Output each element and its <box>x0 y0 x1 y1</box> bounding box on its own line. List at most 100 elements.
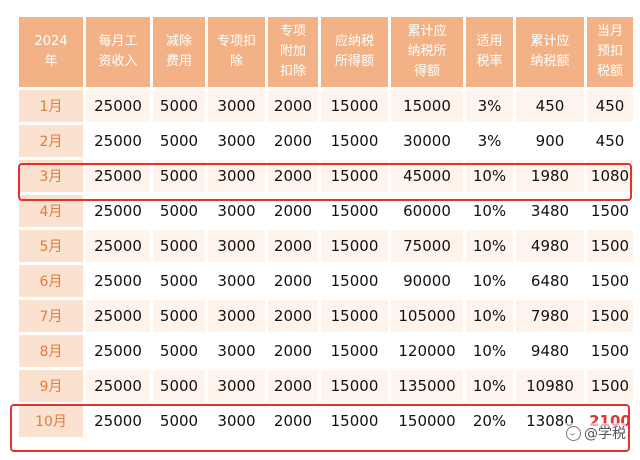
cell-month: 3月 <box>19 160 83 192</box>
cell-basic-deduction: 5000 <box>153 160 205 192</box>
cell-cumulative-tax: 900 <box>516 125 584 157</box>
cell-monthly-income: 25000 <box>86 195 150 227</box>
cell-monthly-withholding: 1500 <box>587 300 633 332</box>
cell-month: 8月 <box>19 335 83 367</box>
cell-month: 6月 <box>19 265 83 297</box>
header-cumulative-taxable: 累计应 纳税所 得额 <box>391 17 463 87</box>
header-year: 2024 年 <box>19 17 83 87</box>
cell-additional-deduction: 2000 <box>268 125 318 157</box>
cell-taxable-income: 15000 <box>321 370 388 402</box>
table-row: 7月 25000 5000 3000 2000 15000 105000 10% 7980 150… <box>19 300 633 332</box>
watermark-text: @学税 <box>584 426 626 442</box>
cell-special-deduction: 3000 <box>208 335 265 367</box>
cell-tax-rate: 3% <box>466 90 513 122</box>
cell-special-deduction: 3000 <box>208 370 265 402</box>
cell-cumulative-tax: 13080 <box>516 405 584 437</box>
cell-basic-deduction: 5000 <box>153 405 205 437</box>
cell-taxable-income: 15000 <box>321 300 388 332</box>
cell-cumulative-tax: 10980 <box>516 370 584 402</box>
cell-cumulative-taxable: 150000 <box>391 405 463 437</box>
chat-bubble-icon <box>566 425 581 441</box>
cell-monthly-withholding: 1500 <box>587 335 633 367</box>
cell-tax-rate: 3% <box>466 125 513 157</box>
cell-taxable-income: 15000 <box>321 405 388 437</box>
tax-table: 2024 年 每月工 资收入 减除 费用 专项扣 除 专项 附加 扣除 应纳税 … <box>16 14 636 440</box>
cell-additional-deduction: 2000 <box>268 195 318 227</box>
table-row: 3月 25000 5000 3000 2000 15000 45000 10% 1980 1080 <box>19 160 633 192</box>
cell-tax-rate: 10% <box>466 300 513 332</box>
cell-monthly-withholding: 1500 <box>587 370 633 402</box>
cell-monthly-income: 25000 <box>86 335 150 367</box>
cell-tax-rate: 10% <box>466 335 513 367</box>
cell-tax-rate: 10% <box>466 195 513 227</box>
cell-basic-deduction: 5000 <box>153 300 205 332</box>
table-row: 8月 25000 5000 3000 2000 15000 120000 10% 9480 150… <box>19 335 633 367</box>
cell-monthly-income: 25000 <box>86 405 150 437</box>
cell-taxable-income: 15000 <box>321 160 388 192</box>
cell-additional-deduction: 2000 <box>268 335 318 367</box>
cell-cumulative-tax: 4980 <box>516 230 584 262</box>
tax-table-container: 2024 年 每月工 资收入 减除 费用 专项扣 除 专项 附加 扣除 应纳税 … <box>16 14 633 440</box>
cell-month: 1月 <box>19 90 83 122</box>
cell-month: 4月 <box>19 195 83 227</box>
cell-taxable-income: 15000 <box>321 90 388 122</box>
cell-special-deduction: 3000 <box>208 405 265 437</box>
cell-taxable-income: 15000 <box>321 230 388 262</box>
cell-monthly-withholding: 1500 <box>587 230 633 262</box>
cell-additional-deduction: 2000 <box>268 160 318 192</box>
cell-cumulative-taxable: 120000 <box>391 335 463 367</box>
cell-monthly-income: 25000 <box>86 300 150 332</box>
cell-special-deduction: 3000 <box>208 265 265 297</box>
cell-cumulative-taxable: 15000 <box>391 90 463 122</box>
cell-special-deduction: 3000 <box>208 125 265 157</box>
cell-cumulative-taxable: 135000 <box>391 370 463 402</box>
cell-cumulative-taxable: 60000 <box>391 195 463 227</box>
cell-additional-deduction: 2000 <box>268 230 318 262</box>
table-row: 10月 25000 5000 3000 2000 15000 150000 20% 13080 2… <box>19 405 633 437</box>
cell-basic-deduction: 5000 <box>153 125 205 157</box>
table-row: 1月 25000 5000 3000 2000 15000 15000 3% 450 450 <box>19 90 633 122</box>
header-monthly-income: 每月工 资收入 <box>86 17 150 87</box>
cell-monthly-withholding: 1500 <box>587 265 633 297</box>
cell-additional-deduction: 2000 <box>268 300 318 332</box>
table-row: 9月 25000 5000 3000 2000 15000 135000 10% 10980 15… <box>19 370 633 402</box>
header-special-deduction: 专项扣 除 <box>208 17 265 87</box>
cell-cumulative-taxable: 45000 <box>391 160 463 192</box>
cell-additional-deduction: 2000 <box>268 90 318 122</box>
cell-special-deduction: 3000 <box>208 160 265 192</box>
table-row: 2月 25000 5000 3000 2000 15000 30000 3% 900 450 <box>19 125 633 157</box>
cell-monthly-income: 25000 <box>86 370 150 402</box>
cell-tax-rate: 10% <box>466 265 513 297</box>
cell-basic-deduction: 5000 <box>153 370 205 402</box>
cell-additional-deduction: 2000 <box>268 405 318 437</box>
cell-cumulative-tax: 450 <box>516 90 584 122</box>
cell-basic-deduction: 5000 <box>153 90 205 122</box>
cell-additional-deduction: 2000 <box>268 370 318 402</box>
cell-basic-deduction: 5000 <box>153 195 205 227</box>
header-deduction-basic: 减除 费用 <box>153 17 205 87</box>
cell-cumulative-tax: 7980 <box>516 300 584 332</box>
cell-special-deduction: 3000 <box>208 195 265 227</box>
cell-monthly-income: 25000 <box>86 160 150 192</box>
cell-basic-deduction: 5000 <box>153 230 205 262</box>
cell-cumulative-taxable: 90000 <box>391 265 463 297</box>
table-row: 6月 25000 5000 3000 2000 15000 90000 10% 6480 1500 <box>19 265 633 297</box>
cell-monthly-income: 25000 <box>86 230 150 262</box>
cell-cumulative-taxable: 75000 <box>391 230 463 262</box>
cell-additional-deduction: 2000 <box>268 265 318 297</box>
cell-basic-deduction: 5000 <box>153 335 205 367</box>
cell-monthly-income: 25000 <box>86 90 150 122</box>
cell-month: 10月 <box>19 405 83 437</box>
cell-month: 9月 <box>19 370 83 402</box>
cell-special-deduction: 3000 <box>208 300 265 332</box>
cell-taxable-income: 15000 <box>321 125 388 157</box>
table-row: 5月 25000 5000 3000 2000 15000 75000 10% 4980 1500 <box>19 230 633 262</box>
cell-monthly-income: 25000 <box>86 125 150 157</box>
cell-monthly-withholding: 450 <box>587 125 633 157</box>
cell-basic-deduction: 5000 <box>153 265 205 297</box>
cell-special-deduction: 3000 <box>208 90 265 122</box>
watermark: @学税 <box>566 423 626 443</box>
cell-month: 5月 <box>19 230 83 262</box>
cell-cumulative-tax: 9480 <box>516 335 584 367</box>
header-row: 2024 年 每月工 资收入 减除 费用 专项扣 除 专项 附加 扣除 应纳税 … <box>19 17 633 87</box>
